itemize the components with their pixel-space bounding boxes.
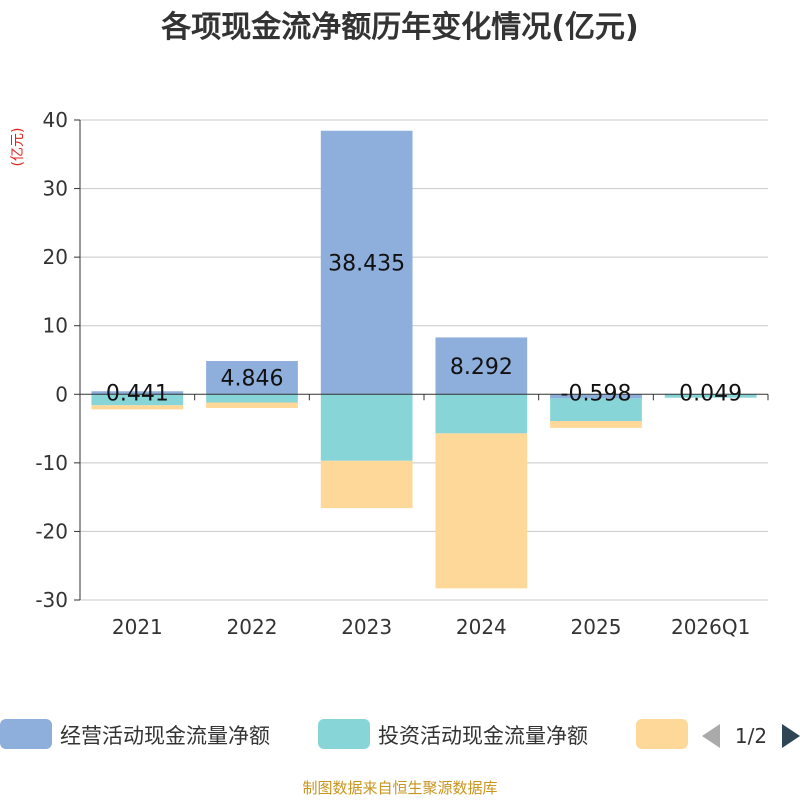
y-axis-unit: (亿元) bbox=[10, 128, 26, 167]
y-tick-label: 20 bbox=[43, 245, 68, 269]
bar-series2 bbox=[206, 394, 298, 403]
y-tick-label: -30 bbox=[35, 588, 68, 612]
data-label: 0.441 bbox=[106, 381, 169, 406]
source-note: 制图数据来自恒生聚源数据库 bbox=[302, 779, 497, 797]
data-label: 38.435 bbox=[328, 252, 405, 277]
x-tick-label: 2025 bbox=[571, 615, 622, 639]
bar-series2 bbox=[435, 394, 528, 434]
bar-series3 bbox=[320, 460, 413, 509]
legend: 经营活动现金流量净额 投资活动现金流量净额 bbox=[0, 719, 688, 749]
legend-prev-arrow-icon[interactable] bbox=[702, 724, 720, 748]
bar-series1 bbox=[320, 130, 413, 395]
bar-series3 bbox=[206, 402, 298, 408]
data-label: -0.598 bbox=[561, 381, 632, 406]
axes bbox=[79, 120, 769, 600]
legend-label: 经营活动现金流量净额 bbox=[60, 724, 270, 748]
x-tick-label: 2026Q1 bbox=[671, 615, 750, 639]
y-tick-labels: 40 30 20 10 0 -10 -20 -30 bbox=[35, 108, 68, 612]
grid-lines bbox=[74, 119, 768, 601]
bars bbox=[91, 130, 757, 589]
y-tick-label: -10 bbox=[35, 451, 68, 475]
bar-series1 bbox=[435, 337, 528, 395]
x-tick-labels: 2021 2022 2023 2024 2025 2026Q1 bbox=[112, 615, 750, 639]
bar-series1 bbox=[206, 361, 298, 395]
legend-next-arrow-icon[interactable] bbox=[782, 724, 800, 748]
legend-pager: 1/2 bbox=[702, 724, 800, 748]
legend-swatch bbox=[636, 719, 688, 749]
x-tick-label: 2022 bbox=[227, 615, 278, 639]
bar-series3 bbox=[550, 421, 642, 428]
y-tick-label: 10 bbox=[43, 314, 68, 338]
y-tick-label: 30 bbox=[43, 177, 68, 201]
x-tick-label: 2024 bbox=[456, 615, 507, 639]
bar-series2 bbox=[664, 394, 757, 398]
data-label: 8.292 bbox=[450, 355, 513, 380]
bar-series1 bbox=[550, 394, 642, 399]
y-tick-label: 40 bbox=[43, 108, 68, 132]
bar-series2 bbox=[320, 394, 413, 461]
data-labels: 0.441 4.846 38.435 8.292 -0.598 0.049 bbox=[106, 252, 742, 407]
bar-series2 bbox=[91, 394, 184, 406]
data-label: 4.846 bbox=[221, 367, 284, 392]
legend-label: 投资活动现金流量净额 bbox=[378, 724, 588, 748]
bar-series1 bbox=[91, 391, 184, 395]
x-tick-label: 2023 bbox=[341, 615, 392, 639]
bar-series3 bbox=[435, 433, 528, 589]
legend-page-indicator: 1/2 bbox=[735, 724, 767, 748]
y-tick-label: -20 bbox=[35, 519, 68, 543]
y-tick-label: 0 bbox=[55, 382, 68, 406]
chart-title: 各项现金流净额历年变化情况(亿元) bbox=[160, 10, 638, 45]
legend-swatch bbox=[0, 719, 52, 749]
data-label: 0.049 bbox=[679, 381, 742, 406]
x-tick-label: 2021 bbox=[112, 615, 163, 639]
bar-series3 bbox=[91, 405, 184, 410]
bar-series2 bbox=[550, 398, 642, 422]
legend-swatch bbox=[318, 719, 370, 749]
